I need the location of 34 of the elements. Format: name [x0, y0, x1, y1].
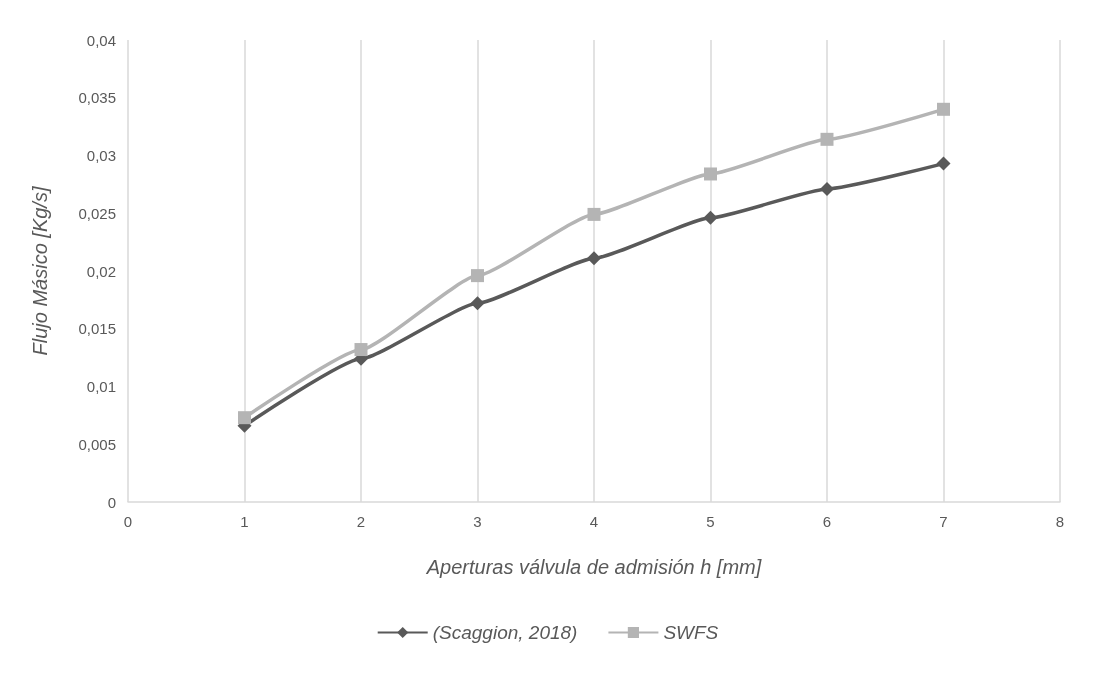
x-tick-label: 8	[1055, 513, 1065, 530]
y-tick-label: 0,02	[86, 262, 116, 280]
point	[703, 210, 718, 225]
x-tick-label: 4	[589, 513, 599, 530]
y-tick-label: 0,025	[78, 204, 116, 222]
x-tick-label: 7	[939, 513, 948, 530]
point	[587, 251, 601, 266]
x-tick-label: 2	[356, 513, 366, 530]
y-axis-title: Flujo Másico [Kg/s]	[29, 186, 51, 356]
y-tick-label: 0,035	[78, 89, 116, 107]
legend-label: (Scaggion, 2018)	[432, 622, 578, 643]
legend-label: SWFS	[663, 622, 719, 643]
point	[471, 269, 484, 283]
x-axis-title: Aperturas válvula de admisión h [mm]	[425, 556, 762, 578]
point	[937, 102, 950, 116]
y-tick-label: 0,01	[86, 378, 116, 395]
y-tick-label: 0,04	[86, 31, 116, 49]
point	[470, 296, 485, 311]
x-tick-label: 0	[123, 513, 133, 530]
x-tick-label: 6	[822, 513, 832, 530]
y-tick-label: 0,03	[86, 147, 116, 164]
y-tick-label: 0,015	[78, 320, 116, 338]
y-tick-label: 0,005	[78, 435, 116, 453]
point	[820, 181, 834, 196]
point	[820, 132, 834, 146]
point	[936, 156, 951, 171]
point	[354, 343, 368, 357]
point	[704, 167, 717, 181]
x-tick-label: 5	[706, 513, 715, 530]
x-tick-label: 1	[240, 513, 249, 530]
point	[587, 207, 601, 221]
point	[238, 411, 251, 425]
x-tick-label: 3	[473, 513, 482, 530]
y-tick-label: 0	[107, 493, 116, 511]
